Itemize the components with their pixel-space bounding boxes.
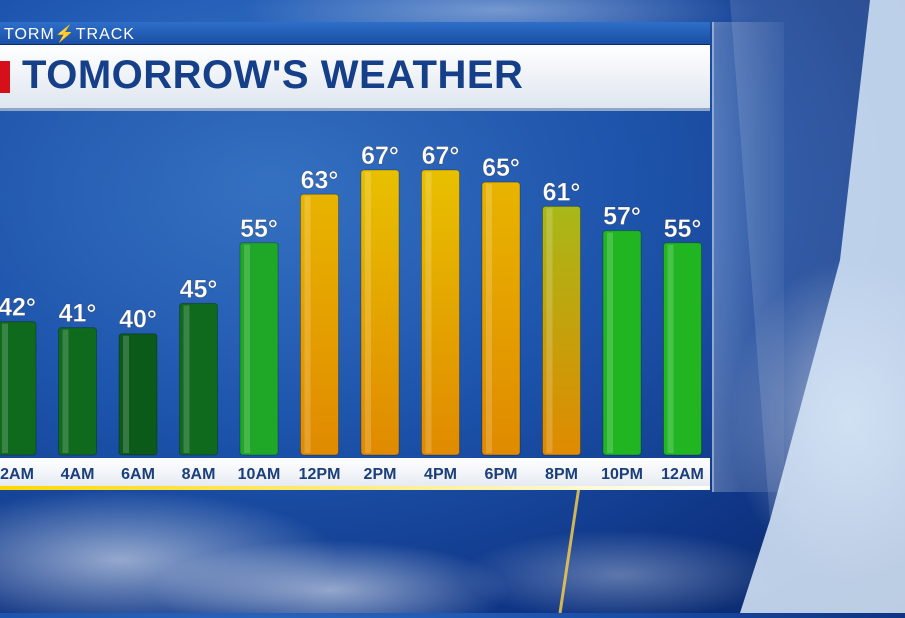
bar-highlight — [304, 196, 311, 454]
value-label: 61° — [543, 178, 581, 206]
time-tick-label: 8PM — [545, 466, 578, 483]
time-tick-label: 6AM — [121, 466, 155, 483]
title-accent — [0, 61, 10, 93]
bar-highlight — [2, 323, 8, 453]
bar-highlight — [62, 329, 69, 453]
value-label: 41° — [59, 300, 97, 328]
bar-highlight — [546, 208, 553, 453]
bar-8AM — [179, 302, 218, 456]
value-label: 55° — [664, 215, 702, 243]
time-tick-label: 2PM — [364, 466, 397, 483]
title-bar: TOMORROW'S WEATHER — [0, 45, 710, 111]
value-label: 42° — [0, 294, 36, 322]
bar-2PM — [360, 169, 400, 456]
time-tick-label: 2AM — [0, 466, 34, 483]
value-label: 55° — [240, 215, 278, 243]
time-tick-label: 4PM — [424, 466, 457, 483]
value-label: 57° — [603, 203, 641, 231]
bar-4AM — [58, 327, 97, 456]
bar-12PM — [300, 193, 339, 456]
bar-6PM — [481, 181, 521, 456]
page-title: TOMORROW'S WEATHER — [22, 53, 524, 97]
bar-highlight — [123, 335, 129, 453]
bar-highlight — [244, 244, 250, 453]
bar-8PM — [542, 205, 581, 456]
bar-highlight — [486, 184, 492, 453]
glass-wedge-decoration — [730, 0, 905, 613]
bar-highlight — [607, 232, 613, 453]
time-tick-label: 10PM — [601, 466, 643, 483]
value-label: 45° — [180, 275, 218, 303]
time-axis-bar — [0, 458, 710, 486]
lightning-bolt-icon: ⚡ — [54, 26, 76, 43]
value-label: 65° — [482, 154, 520, 182]
value-label: 67° — [361, 142, 399, 170]
brand-suffix: TRACK — [75, 26, 135, 43]
footer-accent-line — [0, 486, 710, 490]
brand-name: TORM — [4, 26, 55, 43]
time-tick-label: 12AM — [661, 466, 704, 483]
bar-highlight — [667, 244, 674, 453]
time-tick-label: 4AM — [61, 466, 95, 483]
value-label: 63° — [301, 166, 339, 194]
time-tick-label: 10AM — [238, 466, 281, 483]
time-tick-label: 6PM — [485, 466, 518, 483]
bar-highlight — [365, 172, 371, 453]
bar-4PM — [421, 169, 460, 456]
value-label: 67° — [422, 142, 460, 170]
bar-10PM — [602, 230, 642, 456]
bar-6AM — [118, 333, 158, 456]
glass-panel-decoration — [712, 22, 784, 492]
bar-highlight — [183, 305, 190, 453]
bar-highlight — [425, 172, 432, 453]
brand-strip: TORM⚡TRACK — [0, 22, 710, 45]
chart-panel — [0, 108, 710, 458]
bar-chart: 42° 2AM 41° 4AM 40° 6AM 45° 8AM 55° 10AM 63° 12PM 67… — [0, 142, 704, 483]
bar-10AM — [239, 242, 279, 456]
bar-2AM — [0, 321, 37, 456]
time-tick-label: 8AM — [182, 466, 216, 483]
brand-logo: TORM⚡TRACK — [4, 24, 135, 44]
value-label: 40° — [119, 306, 157, 334]
time-tick-label: 12PM — [299, 466, 341, 483]
bar-12AM — [663, 242, 702, 456]
